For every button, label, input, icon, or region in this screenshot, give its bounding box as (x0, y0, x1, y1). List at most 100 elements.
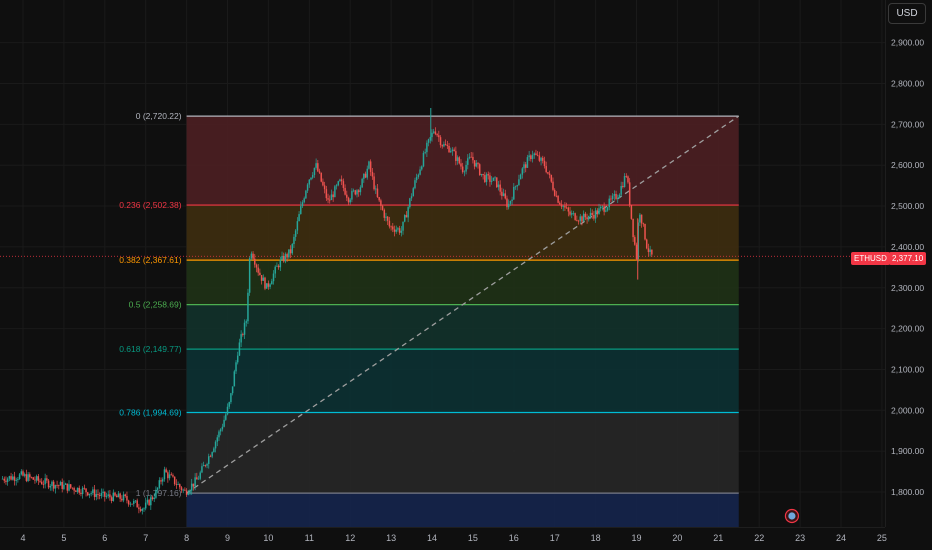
candle-body (282, 255, 285, 262)
candle-body (496, 177, 498, 188)
candle-body (451, 149, 454, 152)
candle-body (35, 476, 38, 481)
candle-body (514, 186, 517, 188)
candle-body (131, 503, 133, 505)
candle-body (76, 487, 79, 492)
candle-body (243, 322, 246, 335)
candle-body (230, 393, 232, 403)
candle-body (15, 479, 17, 481)
candle-body (112, 492, 115, 501)
candle-body (458, 157, 461, 164)
candle-body (395, 229, 397, 232)
currency-button[interactable]: USD (888, 3, 926, 24)
y-axis-tick-label: 2,100.00 (891, 364, 924, 374)
candle-body (555, 195, 558, 197)
candle-body (426, 142, 428, 153)
candle-body (547, 172, 549, 174)
candle-body (588, 216, 590, 220)
candle-body (596, 210, 599, 215)
candle-body (548, 173, 551, 175)
candle-body (342, 181, 345, 188)
candle-body (490, 180, 493, 182)
x-axis-tick-label: 18 (591, 533, 601, 543)
candle-body (167, 472, 169, 479)
candle-body (298, 214, 300, 222)
candle-body (465, 164, 467, 172)
fib-zone (186, 304, 739, 350)
candle-body (378, 197, 380, 201)
candle-body (584, 213, 587, 218)
candle-body (606, 207, 609, 211)
candle-body (172, 475, 174, 477)
candle-body (83, 487, 86, 489)
candle-body (402, 221, 404, 231)
candle-body (415, 177, 418, 181)
candle-body (419, 169, 421, 175)
candle-body (427, 139, 430, 143)
candle-body (531, 155, 534, 159)
candle-body (366, 168, 368, 178)
candle-body (121, 498, 123, 501)
candle-body (364, 173, 367, 178)
fib-zone (186, 260, 739, 305)
candle-body (277, 265, 280, 268)
y-axis-tick-label: 2,800.00 (891, 79, 924, 89)
y-axis-tick-label: 2,500.00 (891, 201, 924, 211)
candle-body (593, 214, 595, 219)
candle-body (216, 437, 219, 442)
fib-level-label: 0.5 (2,258.69) (129, 300, 182, 310)
candle-body (175, 484, 178, 485)
candle-body (310, 177, 312, 180)
candle-body (528, 155, 530, 158)
candle-body (134, 500, 137, 502)
candle-body (117, 493, 120, 498)
candle-body (463, 171, 466, 173)
candle-body (238, 342, 241, 356)
candle-body (417, 174, 420, 178)
candle-body (148, 499, 150, 506)
candle-body (329, 199, 331, 201)
candle-body (388, 220, 391, 227)
candle-body (1, 478, 4, 480)
fib-zone (186, 412, 739, 494)
candle-body (339, 179, 341, 182)
candle-body (393, 229, 396, 232)
x-axis-tick-label: 25 (877, 533, 887, 543)
candle-body (276, 265, 278, 267)
candle-body (610, 198, 612, 200)
candle-body (146, 499, 149, 503)
candle-body (291, 244, 294, 254)
candle-body (138, 507, 140, 510)
candle-body (398, 228, 401, 233)
candle-body (102, 491, 104, 493)
candle-body (373, 176, 375, 190)
candle-body (354, 190, 357, 195)
candle-body (313, 167, 316, 175)
fib-zone (186, 205, 739, 261)
candle-body (75, 490, 77, 492)
candle-body (242, 334, 244, 335)
candle-body (219, 429, 222, 432)
candle-body (472, 156, 474, 161)
candle-body (557, 195, 559, 203)
candle-body (489, 175, 491, 182)
candle-body (577, 220, 580, 222)
candle-body (611, 195, 614, 200)
candle-body (236, 355, 239, 363)
fib-level-label: 0.618 (2,149.77) (119, 344, 182, 354)
y-axis-tick-label: 2,200.00 (891, 324, 924, 334)
candle-body (478, 164, 481, 176)
fib-level-label: 0 (2,720.22) (136, 111, 182, 121)
x-axis-tick-label: 13 (386, 533, 396, 543)
y-axis-tick-label: 2,400.00 (891, 242, 924, 252)
candle-body (46, 478, 48, 481)
candle-body (608, 198, 610, 208)
candle-body (536, 154, 539, 156)
candle-body (68, 484, 70, 491)
candle-body (460, 163, 462, 167)
candle-body (214, 441, 217, 449)
candle-body (71, 487, 74, 489)
candle-body (363, 173, 365, 179)
candle-body (640, 214, 643, 224)
